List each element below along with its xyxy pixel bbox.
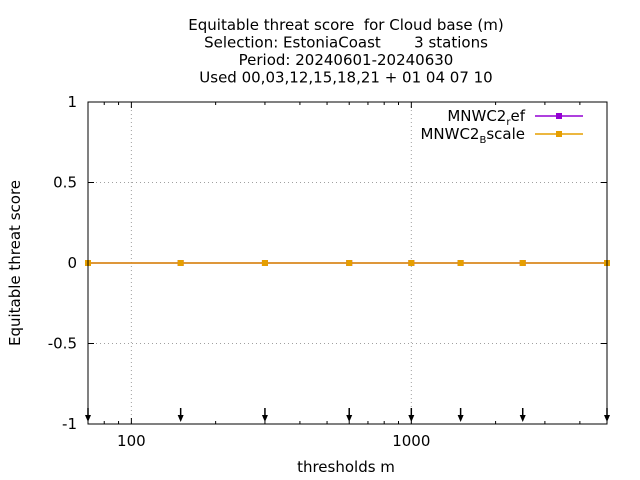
legend-swatch-point [556,113,562,119]
threshold-arrow [408,408,415,422]
chart-title: Equitable threat score for Cloud base (m… [188,16,503,87]
y-tick-label: 0 [67,254,77,272]
threshold-arrows [85,408,610,422]
y-axis-label: Equitable threat score [6,180,24,346]
series-2-point [519,260,526,266]
title-line-4: Used 00,03,12,15,18,21 + 01 04 07 10 [199,69,492,87]
y-tick-label: 0.5 [53,174,77,192]
series-2-point [261,260,268,266]
arrow-head [457,415,464,422]
arrow-head [408,415,415,422]
x-tick-label: 1000 [392,432,430,450]
x-axis-label: thresholds m [297,458,395,476]
threshold-arrow [177,408,184,422]
series-2-point [457,260,464,266]
y-tick-label: 1 [67,93,77,111]
legend-entry-2: MNWC2Bscale [420,125,583,146]
legend-label: MNWC2Bscale [420,125,525,146]
series-2-point [408,260,415,266]
legend-entry-1: MNWC2ref [447,107,583,128]
series [85,260,610,266]
threshold-arrow [346,408,353,422]
title-line-2: Selection: EstoniaCoast 3 stations [204,34,488,52]
arrow-head [177,415,184,422]
x-tick-label: 100 [117,432,146,450]
threshold-arrow [519,408,526,422]
series-2-point [346,260,353,266]
threshold-arrow [457,408,464,422]
arrow-head [346,415,353,422]
arrow-head [519,415,526,422]
threshold-arrow [261,408,268,422]
series-2-point [177,260,184,266]
arrow-head [261,415,268,422]
legend-label: MNWC2ref [447,107,525,128]
y-tick-label: -0.5 [48,335,77,353]
title-line-3: Period: 20240601-20240630 [239,51,454,69]
y-tick-label: -1 [62,415,77,433]
legend-swatch-point [556,131,562,137]
axis-ticks: 1 0.5 0 -0.5 -1 100 1000 [48,93,607,450]
plot-frame [87,101,608,425]
title-line-1: Equitable threat score for Cloud base (m… [188,16,503,34]
